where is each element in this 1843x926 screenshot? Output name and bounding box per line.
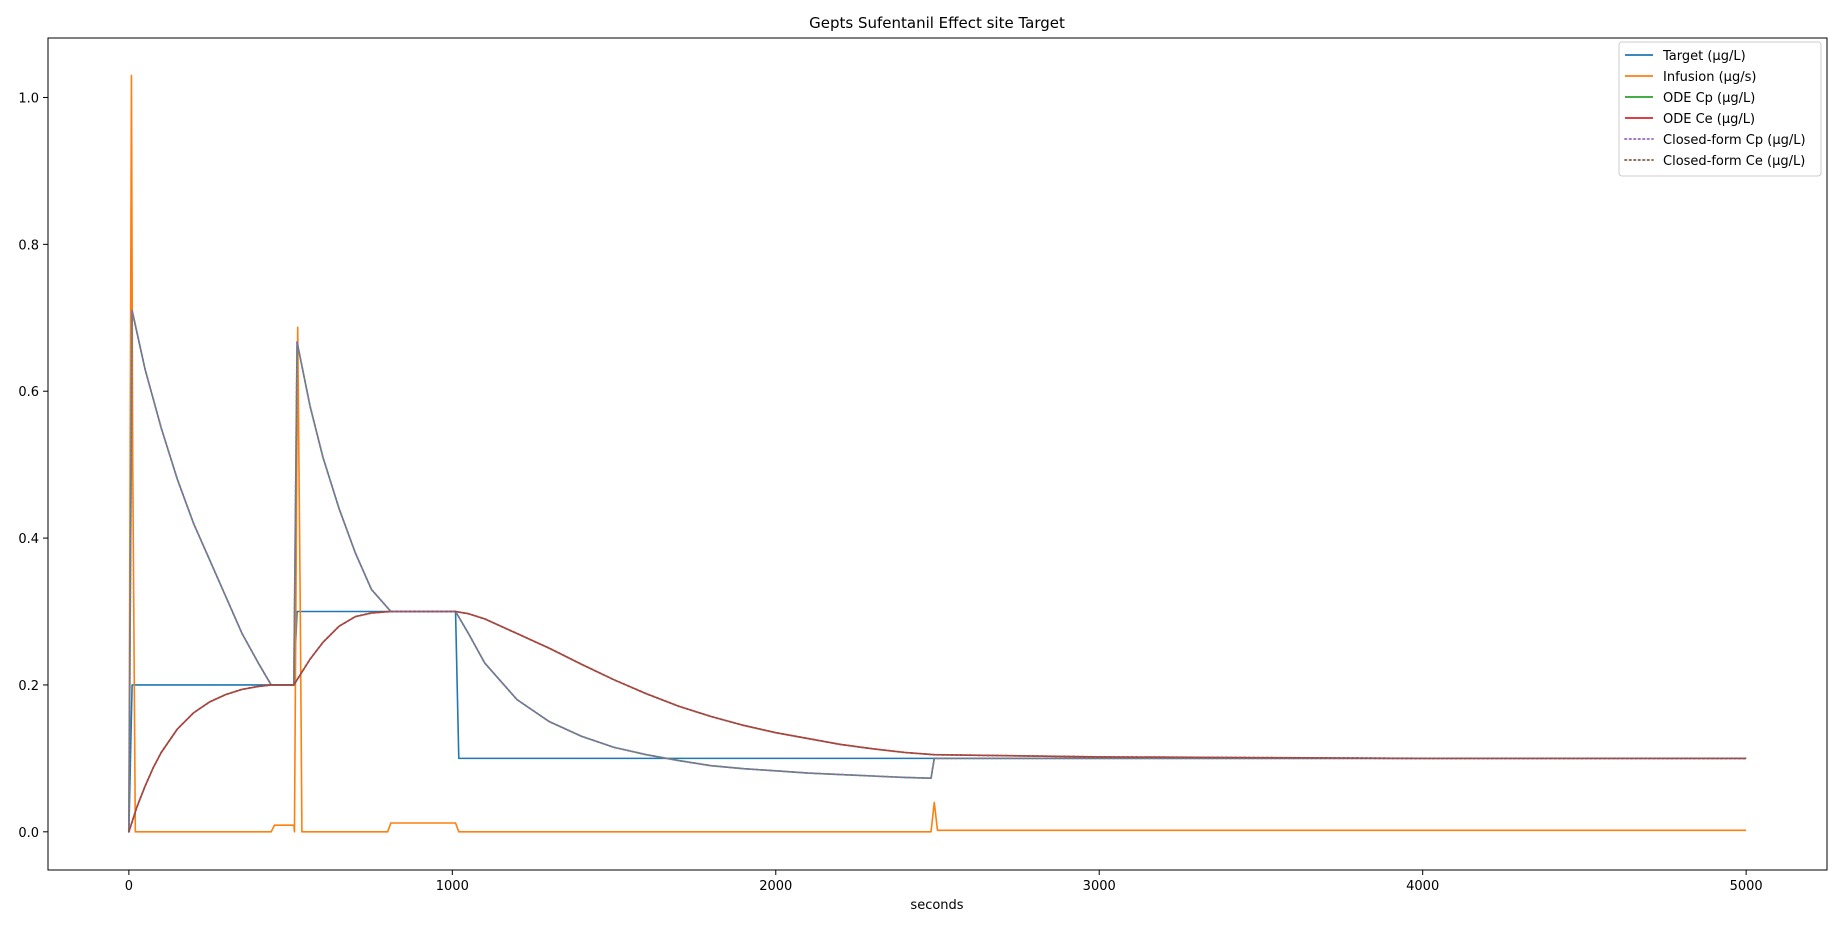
y-tick-label: 1.0: [18, 91, 39, 106]
chart-title: Gepts Sufentanil Effect site Target: [809, 14, 1065, 32]
x-axis-label: seconds: [910, 898, 963, 913]
series-lines: [127, 74, 1748, 833]
legend-label: ODE Ce (µg/L): [1663, 112, 1755, 127]
legend-label: Infusion (µg/s): [1663, 70, 1756, 85]
y-tick-label: 0.6: [18, 385, 39, 400]
series-line-6: [127, 610, 1748, 833]
plot-area-frame: [47, 37, 1828, 871]
x-tick-label: 5000: [1730, 879, 1763, 894]
y-tick-label: 0.8: [18, 238, 39, 253]
series-line-5: [127, 309, 1748, 833]
legend-label: Target (µg/L): [1662, 49, 1746, 64]
y-tick-label: 0.0: [18, 826, 39, 841]
legend-label: Closed-form Ce (µg/L): [1663, 154, 1805, 169]
x-tick-label: 0: [125, 879, 133, 894]
legend: Target (µg/L) Infusion (µg/s) ODE Cp (µg/L…: [1618, 41, 1822, 177]
y-axis-ticks: 0.0 0.2 0.4 0.6 0.8 1.0: [18, 91, 48, 841]
y-tick-label: 0.4: [18, 532, 39, 547]
y-tick-label: 0.2: [18, 679, 39, 694]
x-tick-label: 1000: [436, 879, 469, 894]
x-tick-label: 3000: [1083, 879, 1116, 894]
legend-label: ODE Cp (µg/L): [1663, 91, 1755, 106]
legend-box: [1618, 41, 1822, 177]
x-tick-label: 2000: [759, 879, 792, 894]
legend-label: Closed-form Cp (µg/L): [1663, 133, 1806, 148]
series-line-2: [128, 74, 1747, 833]
x-tick-label: 4000: [1406, 879, 1439, 894]
x-axis-ticks: 0 1000 2000 3000 4000 5000: [125, 870, 1763, 894]
